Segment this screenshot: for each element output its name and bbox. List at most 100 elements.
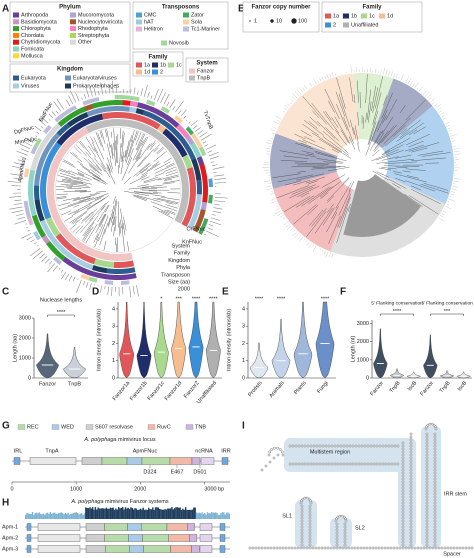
nucleotide (425, 477, 429, 481)
size-spike (213, 174, 225, 177)
legend-swatch (13, 75, 19, 81)
tree-branch (120, 219, 122, 228)
nucleotide (248, 546, 252, 550)
coverage-bar (94, 507, 97, 519)
leaf-tick (297, 235, 302, 239)
group-title: 3' Flanking conservation (421, 300, 473, 306)
ring-segment (164, 114, 174, 124)
tree-branch (373, 145, 380, 153)
legend-swatch (185, 424, 194, 430)
nucleotide (321, 462, 325, 466)
tree-branch (324, 88, 340, 120)
tree-branch (166, 209, 176, 214)
ring-tick-label: 2000 (178, 287, 190, 293)
legend-label: Helitron (144, 26, 163, 32)
ring-segment (51, 227, 61, 237)
coverage-bar (71, 513, 73, 519)
tree-branch (392, 183, 401, 189)
nucleotide (312, 462, 316, 466)
leaf-tick (393, 72, 396, 78)
significance: **** (393, 309, 402, 315)
y-tick-label: 4 (112, 306, 115, 312)
legend-label: 1d (387, 13, 393, 19)
gene-block (13, 457, 21, 465)
nucleotide (268, 460, 272, 464)
ring-segment (54, 113, 64, 123)
size-spike (39, 253, 46, 259)
nucleotide (433, 519, 437, 523)
tree-branch (77, 177, 90, 182)
coverage-bar (179, 507, 181, 519)
legend-label: CMC (144, 12, 157, 18)
nucleotide (409, 462, 413, 466)
coverage-bar (57, 513, 60, 519)
gene-block (140, 523, 168, 531)
size-spike (83, 94, 87, 99)
tree-branch (56, 180, 77, 185)
coverage-bar (97, 507, 99, 519)
gene-block (37, 534, 81, 542)
size-spike (211, 214, 216, 216)
tree-branch (153, 151, 167, 162)
ring-segment (181, 129, 191, 140)
ring-segment (190, 142, 199, 152)
tree-branch (374, 130, 384, 145)
tree-branch (78, 173, 85, 177)
tree-branch (368, 121, 377, 145)
residue-label: D324 (143, 469, 156, 475)
ring-segment (175, 124, 186, 134)
coverage-bar (81, 513, 83, 519)
tree-branch (382, 144, 404, 156)
tree-branch (62, 180, 87, 185)
nucleotide (350, 546, 354, 550)
tree-branch (156, 148, 164, 155)
gene-label: IRL (14, 448, 23, 454)
tree-branch (381, 92, 393, 119)
ring-segment (113, 268, 121, 274)
tree-branch (154, 172, 165, 177)
nucleotide (433, 483, 437, 487)
leaf-tick (446, 203, 450, 206)
tree-branch (405, 168, 426, 171)
tree-branch (95, 224, 104, 241)
tree-branch (98, 215, 109, 241)
tree-branch (153, 194, 165, 197)
legend-label: hAT (144, 19, 154, 25)
coverage-bar (221, 512, 224, 519)
nucleotide (369, 444, 373, 448)
size-spike (13, 177, 22, 180)
nucleotide (329, 546, 333, 550)
size-spike (212, 210, 222, 214)
leaf-tick (409, 80, 414, 86)
ring-segment (208, 178, 213, 188)
ring-segment (108, 112, 116, 119)
size-spike (25, 142, 32, 146)
ring-segment (95, 113, 104, 122)
tree-branch (138, 148, 155, 167)
tree-branch (326, 212, 338, 233)
ring-segment (144, 104, 154, 112)
leaf-tick (422, 90, 427, 95)
leaf-tick (405, 77, 409, 83)
coverage-bar (169, 508, 172, 519)
legend-swatch (136, 62, 142, 68)
violin (153, 301, 169, 379)
gene-block (37, 523, 81, 531)
ring-segment (105, 274, 114, 280)
tree-branch (411, 157, 446, 162)
legend-label: Mucoromycota (78, 12, 115, 18)
ring-segment (84, 262, 94, 270)
ring-segment (87, 256, 96, 265)
ring-segment (69, 236, 79, 246)
nucleotide (401, 486, 405, 490)
ring-segment (23, 200, 29, 210)
nucleotide (257, 546, 261, 550)
leaf-tick (267, 139, 273, 142)
ring-segment (194, 200, 202, 210)
leaf-tick (277, 205, 279, 207)
nucleotide (308, 519, 312, 523)
nucleotide (401, 537, 405, 541)
tree-branch (338, 93, 350, 128)
nucleotide (409, 432, 413, 436)
tree-branch (93, 157, 100, 165)
